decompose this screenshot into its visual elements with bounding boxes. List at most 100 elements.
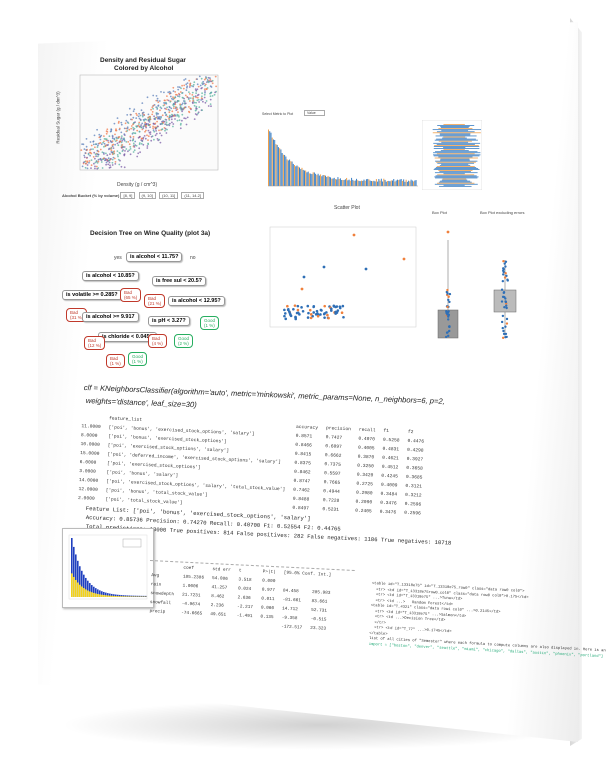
scatter-point: [195, 92, 197, 94]
scatter-point: [144, 118, 146, 121]
bar: [363, 179, 365, 186]
hbar: [441, 141, 469, 143]
scatter-point: [143, 135, 146, 137]
legend-chip-3[interactable]: (10, 11]: [158, 192, 179, 199]
thumb-chart: [68, 534, 148, 600]
scatter-point: [92, 156, 95, 158]
leaf-3-label: Bad: [70, 310, 79, 315]
scatter2-point: [283, 314, 286, 318]
bar: [378, 178, 380, 186]
scatter-point: [123, 139, 126, 142]
scatter-point: [210, 92, 212, 94]
scatter-point: [188, 100, 191, 102]
legend-chip-4[interactable]: (11, 14.2]: [181, 192, 204, 199]
metric-cell: 0.4831: [382, 446, 400, 453]
leaf-8-label: Bad: [110, 356, 119, 361]
scatter-point: [195, 105, 198, 108]
scatter-point: [174, 101, 177, 104]
scatter-point: [88, 160, 91, 162]
regression-cell: 0.000: [262, 578, 276, 585]
scatter-point: [142, 143, 145, 146]
rg-h-4: P>|t|: [262, 569, 276, 576]
scatter-point: [116, 154, 119, 156]
scatter-point: [118, 163, 121, 166]
bar: [405, 179, 407, 186]
regression-cell: [260, 622, 280, 630]
hbar: [436, 161, 476, 163]
scatter-point: [116, 150, 119, 152]
scatter-point: [195, 109, 197, 111]
thumb-bar: [145, 595, 147, 597]
bar: [398, 180, 400, 186]
metric-cell: 0.2405: [355, 508, 372, 515]
scatter-point: [86, 156, 88, 159]
thumb-bar: [129, 596, 131, 597]
scatter-point: [136, 114, 138, 116]
scatter-point: [132, 110, 135, 113]
scatter-point: [211, 79, 214, 82]
bar: [303, 170, 305, 186]
regression-cell: snowdepth: [150, 591, 175, 598]
scatter-point: [132, 142, 135, 145]
scatter-point: [156, 97, 159, 100]
scatter-point: [158, 129, 160, 132]
scatter-point: [132, 116, 135, 119]
bar: [333, 177, 335, 186]
scatter-point: [160, 134, 163, 137]
bar: [296, 165, 298, 186]
scatter-point: [87, 153, 90, 156]
scatter-point: [177, 88, 180, 91]
scatter-point: [154, 134, 157, 137]
scatter2-point: [307, 311, 310, 315]
scatter-point: [113, 157, 116, 160]
scatter-point: [211, 82, 214, 85]
scatter-point: [111, 137, 114, 140]
scatter-point: [96, 128, 98, 131]
scatter-point: [172, 86, 175, 89]
scatter-point: [189, 84, 192, 87]
scatter-point: [137, 115, 140, 118]
bar-dropdown[interactable]: Value: [304, 110, 325, 116]
scatter-point: [150, 135, 153, 138]
scatter-point: [109, 164, 111, 167]
legend-chip-1[interactable]: [8, 9]: [120, 192, 136, 199]
thumb-bar: [71, 538, 73, 597]
legend-chip-2[interactable]: (9, 10]: [138, 192, 156, 199]
bar: [368, 179, 370, 186]
leaf-8-sub: (1 %): [110, 361, 121, 366]
scatter-point: [156, 99, 159, 102]
scatter-point: [202, 80, 205, 83]
scatter-point: [97, 160, 100, 163]
scatter-point: [113, 137, 116, 140]
scatter-point: [145, 125, 147, 127]
hbar: [440, 126, 470, 127]
bar: [351, 177, 353, 186]
scatter-point: [138, 142, 141, 144]
thumb-bar: [137, 595, 139, 597]
box1-point: [448, 292, 452, 296]
scatter-point: [201, 92, 204, 95]
scatter-point: [154, 128, 157, 130]
scatter-point: [188, 97, 190, 99]
scatter-point: [95, 160, 98, 162]
bar: [415, 180, 417, 186]
hbar: [439, 133, 471, 135]
scatter-point: [115, 129, 118, 132]
hbar: [437, 174, 475, 176]
scatter-point: [186, 82, 189, 84]
scatter-point: [88, 161, 90, 164]
scatter-point: [178, 115, 180, 118]
scatter-point: [171, 97, 173, 100]
metric-cell: 0.3420: [356, 472, 374, 479]
hbar: [434, 145, 479, 146]
scatter-point: [151, 111, 154, 113]
hbar: [436, 166, 475, 167]
scatter-point: [170, 107, 173, 110]
scatter-point: [178, 95, 181, 98]
scatter-point: [198, 75, 201, 78]
box1-point: [447, 295, 450, 298]
metric-cell: 0.8415: [294, 451, 312, 458]
scatter-point: [106, 154, 109, 157]
scatter-point: [182, 107, 185, 110]
